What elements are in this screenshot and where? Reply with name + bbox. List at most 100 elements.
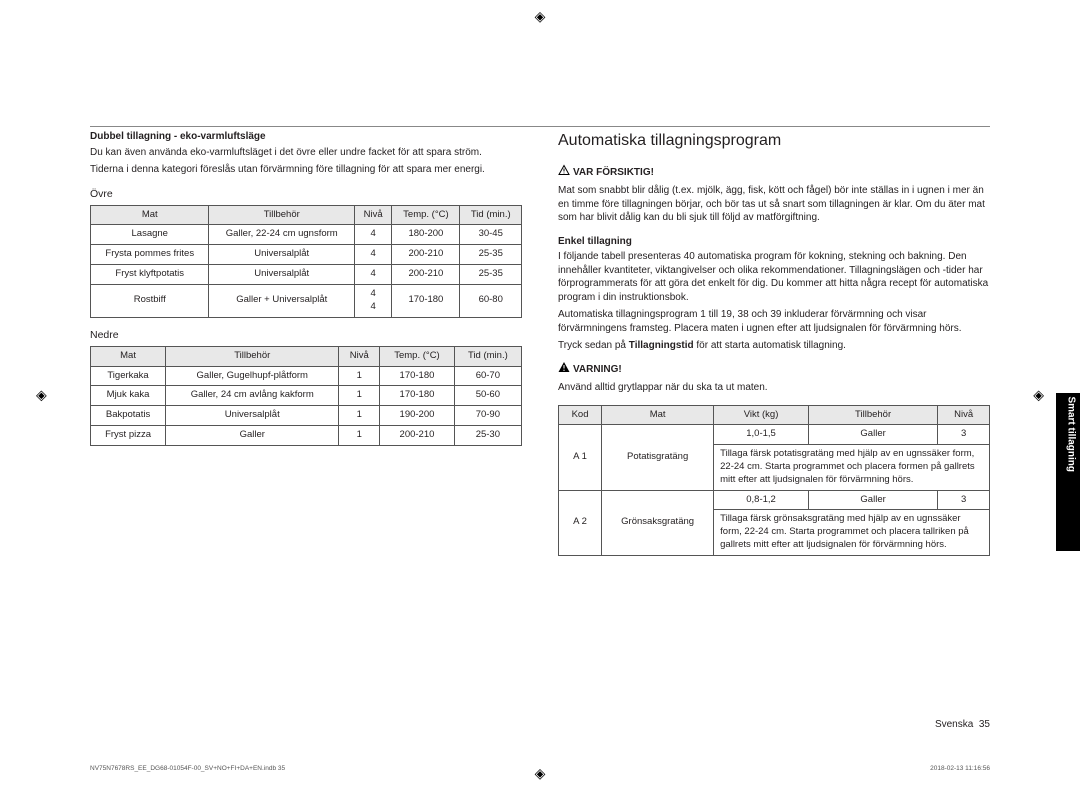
caution-icon — [558, 164, 570, 181]
cell: 4 4 — [355, 284, 392, 317]
cell: 200-210 — [392, 265, 460, 285]
cell: Rostbiff — [91, 284, 209, 317]
table-row: BakpotatisUniversalplåt1190-20070-90 — [91, 406, 522, 426]
upper-label: Övre — [90, 187, 522, 201]
th-vikt: Vikt (kg) — [714, 405, 809, 425]
cell: Galler + Universalplåt — [209, 284, 355, 317]
cell: 60-80 — [460, 284, 522, 317]
simple-text-3: Tryck sedan på Tillagningstid för att st… — [558, 339, 990, 353]
top-rule — [90, 126, 990, 127]
simple-text-2: Automatiska tillagningsprogram 1 till 19… — [558, 308, 990, 335]
program-table: Kod Mat Vikt (kg) Tillbehör Nivå A 1 Pot… — [558, 405, 990, 556]
crop-mark-top: ◈ — [535, 8, 546, 25]
table-row: TigerkakaGaller, Gugelhupf-plåtform1170-… — [91, 366, 522, 386]
auto-programs-title: Automatiska tillagningsprogram — [558, 130, 990, 152]
cell: Lasagne — [91, 225, 209, 245]
upper-table: Mat Tillbehör Nivå Temp. (°C) Tid (min.)… — [90, 205, 522, 318]
cell-desc: Tillaga färsk potatisgratäng med hjälp a… — [714, 445, 990, 490]
crop-mark-left: ◈ — [36, 387, 47, 404]
caution-label: VAR FÖRSIKTIG! — [573, 167, 654, 178]
lower-table: Mat Tillbehör Nivå Temp. (°C) Tid (min.)… — [90, 346, 522, 446]
table-row: Mjuk kakaGaller, 24 cm avlång kakform117… — [91, 386, 522, 406]
cell: 25-30 — [454, 425, 521, 445]
intro-line2: Tiderna i denna kategori föreslås utan f… — [90, 163, 522, 177]
side-tab-label: Smart tillagning — [1066, 396, 1077, 472]
th-mat: Mat — [91, 205, 209, 225]
th-tillbehor: Tillbehör — [166, 346, 339, 366]
cell-tillbehor: Galler — [808, 425, 937, 445]
cell: 60-70 — [454, 366, 521, 386]
table-row: Fryst klyftpotatisUniversalplåt4200-2102… — [91, 265, 522, 285]
cell: Galler, 24 cm avlång kakform — [166, 386, 339, 406]
cell: 170-180 — [380, 366, 455, 386]
cell-vikt: 1,0-1,5 — [714, 425, 809, 445]
table-row: A 2 Grönsaksgratäng 0,8-1,2 Galler 3 — [559, 490, 990, 510]
text: för att starta automatisk tillagning. — [694, 340, 846, 351]
cell: 30-45 — [460, 225, 522, 245]
cell: 4 — [355, 225, 392, 245]
cell: 1 — [339, 386, 380, 406]
th-kod: Kod — [559, 405, 602, 425]
th-tid: Tid (min.) — [454, 346, 521, 366]
cell: 170-180 — [380, 386, 455, 406]
cell-desc: Tillaga färsk grönsaksgratäng med hjälp … — [714, 510, 990, 555]
th-mat: Mat — [91, 346, 166, 366]
cell-mat: Potatisgratäng — [602, 425, 714, 490]
table-row: Frysta pommes fritesUniversalplåt4200-21… — [91, 245, 522, 265]
footer-left: NV75N7678RS_EE_DG68-01054F-00_SV+NO+FI+D… — [90, 765, 285, 772]
caution-row: VAR FÖRSIKTIG! — [558, 164, 990, 181]
th-tillbehor: Tillbehör — [808, 405, 937, 425]
cell: Fryst pizza — [91, 425, 166, 445]
th-temp: Temp. (°C) — [380, 346, 455, 366]
page-num-value: 35 — [979, 719, 990, 730]
cell: 1 — [339, 425, 380, 445]
cell-kod: A 1 — [559, 425, 602, 490]
left-column: Dubbel tillagning - eko-varmluftsläge Du… — [90, 130, 522, 746]
lower-label: Nedre — [90, 328, 522, 342]
cell: 1 — [339, 406, 380, 426]
cell-vikt: 0,8-1,2 — [714, 490, 809, 510]
cell: Frysta pommes frites — [91, 245, 209, 265]
cell-niva: 3 — [938, 490, 990, 510]
table-row: Fryst pizzaGaller1200-21025-30 — [91, 425, 522, 445]
cell: Universalplåt — [209, 245, 355, 265]
th-niva: Nivå — [339, 346, 380, 366]
cell: 4 — [355, 245, 392, 265]
th-tillbehor: Tillbehör — [209, 205, 355, 225]
cell-kod: A 2 — [559, 490, 602, 555]
cell: Mjuk kaka — [91, 386, 166, 406]
cell: 170-180 — [392, 284, 460, 317]
cell: 25-35 — [460, 265, 522, 285]
warning-text: Använd alltid grytlappar när du ska ta u… — [558, 381, 990, 395]
cell: 200-210 — [392, 245, 460, 265]
table-row: A 1 Potatisgratäng 1,0-1,5 Galler 3 — [559, 425, 990, 445]
crop-mark-right: ◈ — [1033, 387, 1044, 404]
cell: 70-90 — [454, 406, 521, 426]
th-temp: Temp. (°C) — [392, 205, 460, 225]
cell: 50-60 — [454, 386, 521, 406]
page-lang: Svenska — [935, 719, 973, 730]
th-mat: Mat — [602, 405, 714, 425]
cell: Universalplåt — [209, 265, 355, 285]
cell: Fryst klyftpotatis — [91, 265, 209, 285]
page-number: Svenska 35 — [935, 719, 990, 730]
footer: NV75N7678RS_EE_DG68-01054F-00_SV+NO+FI+D… — [90, 765, 990, 772]
cell-mat: Grönsaksgratäng — [602, 490, 714, 555]
right-column: Automatiska tillagningsprogram VAR FÖRSI… — [558, 130, 990, 746]
text: Tryck sedan på — [558, 340, 629, 351]
cell: 180-200 — [392, 225, 460, 245]
cell: Galler, 22-24 cm ugnsform — [209, 225, 355, 245]
caution-text: Mat som snabbt blir dålig (t.ex. mjölk, … — [558, 184, 990, 225]
cell: 190-200 — [380, 406, 455, 426]
cell-tillbehor: Galler — [808, 490, 937, 510]
table-row: RostbiffGaller + Universalplåt4 4170-180… — [91, 284, 522, 317]
cell: Bakpotatis — [91, 406, 166, 426]
cell: Galler — [166, 425, 339, 445]
th-niva: Nivå — [938, 405, 990, 425]
cell-niva: 3 — [938, 425, 990, 445]
intro-line1: Du kan även använda eko-varmluftsläget i… — [90, 146, 522, 160]
simple-text-1: I följande tabell presenteras 40 automat… — [558, 250, 990, 304]
warning-icon — [558, 361, 570, 378]
bold-text: Tillagningstid — [629, 340, 694, 351]
cell: 25-35 — [460, 245, 522, 265]
